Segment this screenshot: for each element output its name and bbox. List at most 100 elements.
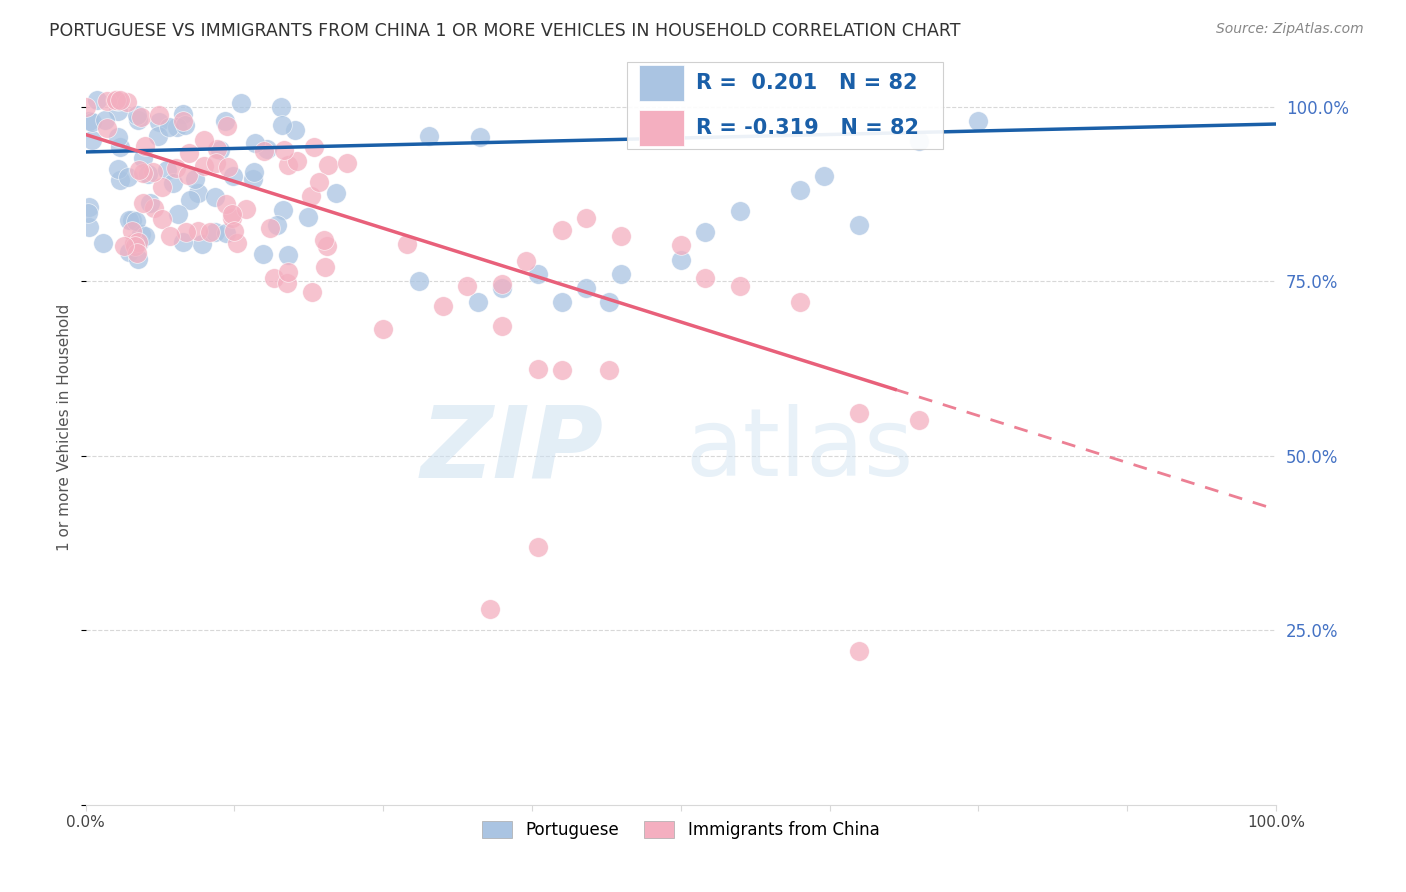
Point [284,123,307,137]
Point [301,285,323,300]
Point [115,95,138,110]
Point [527,267,550,281]
Point [122,236,145,251]
Point [193,159,215,173]
Point [551,363,574,377]
Point [693,271,716,285]
Point [156,162,179,177]
Y-axis label: 1 or more Vehicles in Household: 1 or more Vehicles in Household [58,304,72,551]
Point [105,93,128,107]
Point [79,113,101,128]
Point [127,107,149,121]
Point [222,169,245,183]
Point [277,158,299,172]
Point [276,276,298,290]
Point [848,219,870,233]
Point [669,238,692,252]
Point [270,118,292,132]
Point [148,108,170,122]
Point [432,300,454,314]
Point [204,226,226,240]
Point [226,235,249,250]
Point [314,260,336,275]
Point [108,173,131,187]
Text: R = -0.319   N = 82: R = -0.319 N = 82 [696,119,920,138]
Point [117,169,139,184]
Point [179,194,201,208]
Point [142,165,165,179]
Point [395,236,418,251]
Point [125,245,148,260]
Point [221,207,243,221]
Point [789,183,811,197]
Point [136,167,159,181]
Point [157,120,180,135]
Point [107,130,129,145]
Point [198,225,221,239]
Point [491,319,513,334]
Point [263,271,285,285]
Point [467,295,489,310]
Point [299,189,322,203]
Point [187,186,209,201]
Point [79,220,101,235]
Point [312,234,335,248]
Point [91,235,114,250]
Point [131,166,153,180]
Point [77,205,100,219]
Point [270,100,292,114]
Point [110,93,132,107]
Point [215,196,238,211]
Point [75,100,97,114]
Point [121,213,143,227]
Point [231,96,253,111]
Point [967,113,990,128]
Point [235,202,257,216]
Point [131,196,153,211]
Point [127,113,149,128]
Point [96,121,118,136]
Point [215,120,238,134]
Point [318,158,340,172]
Point [325,186,347,201]
Point [177,146,200,161]
Point [418,129,440,144]
Point [129,227,152,242]
Point [693,225,716,239]
Point [271,203,294,218]
Point [456,278,478,293]
Point [408,274,430,288]
Point [172,235,194,249]
Point [302,140,325,154]
Point [187,223,209,237]
Point [174,118,197,132]
Point [316,239,339,253]
Point [82,133,104,147]
Point [132,151,155,165]
Point [208,143,231,157]
Point [598,295,620,310]
Point [150,180,173,194]
Point [108,140,131,154]
Point [134,228,156,243]
Point [574,281,596,295]
Point [121,224,143,238]
Point [94,112,117,127]
Point [128,162,150,177]
Point [177,169,200,183]
Point [308,175,330,189]
Point [253,144,276,158]
Point [515,254,537,268]
Point [172,107,194,121]
Point [205,142,228,156]
Point [190,236,212,251]
Point [79,200,101,214]
Point [128,235,150,249]
Point [908,135,931,149]
Point [204,156,226,170]
FancyBboxPatch shape [627,62,943,149]
Point [297,211,319,225]
Point [551,295,574,310]
Point [610,267,633,281]
Point [107,103,129,118]
